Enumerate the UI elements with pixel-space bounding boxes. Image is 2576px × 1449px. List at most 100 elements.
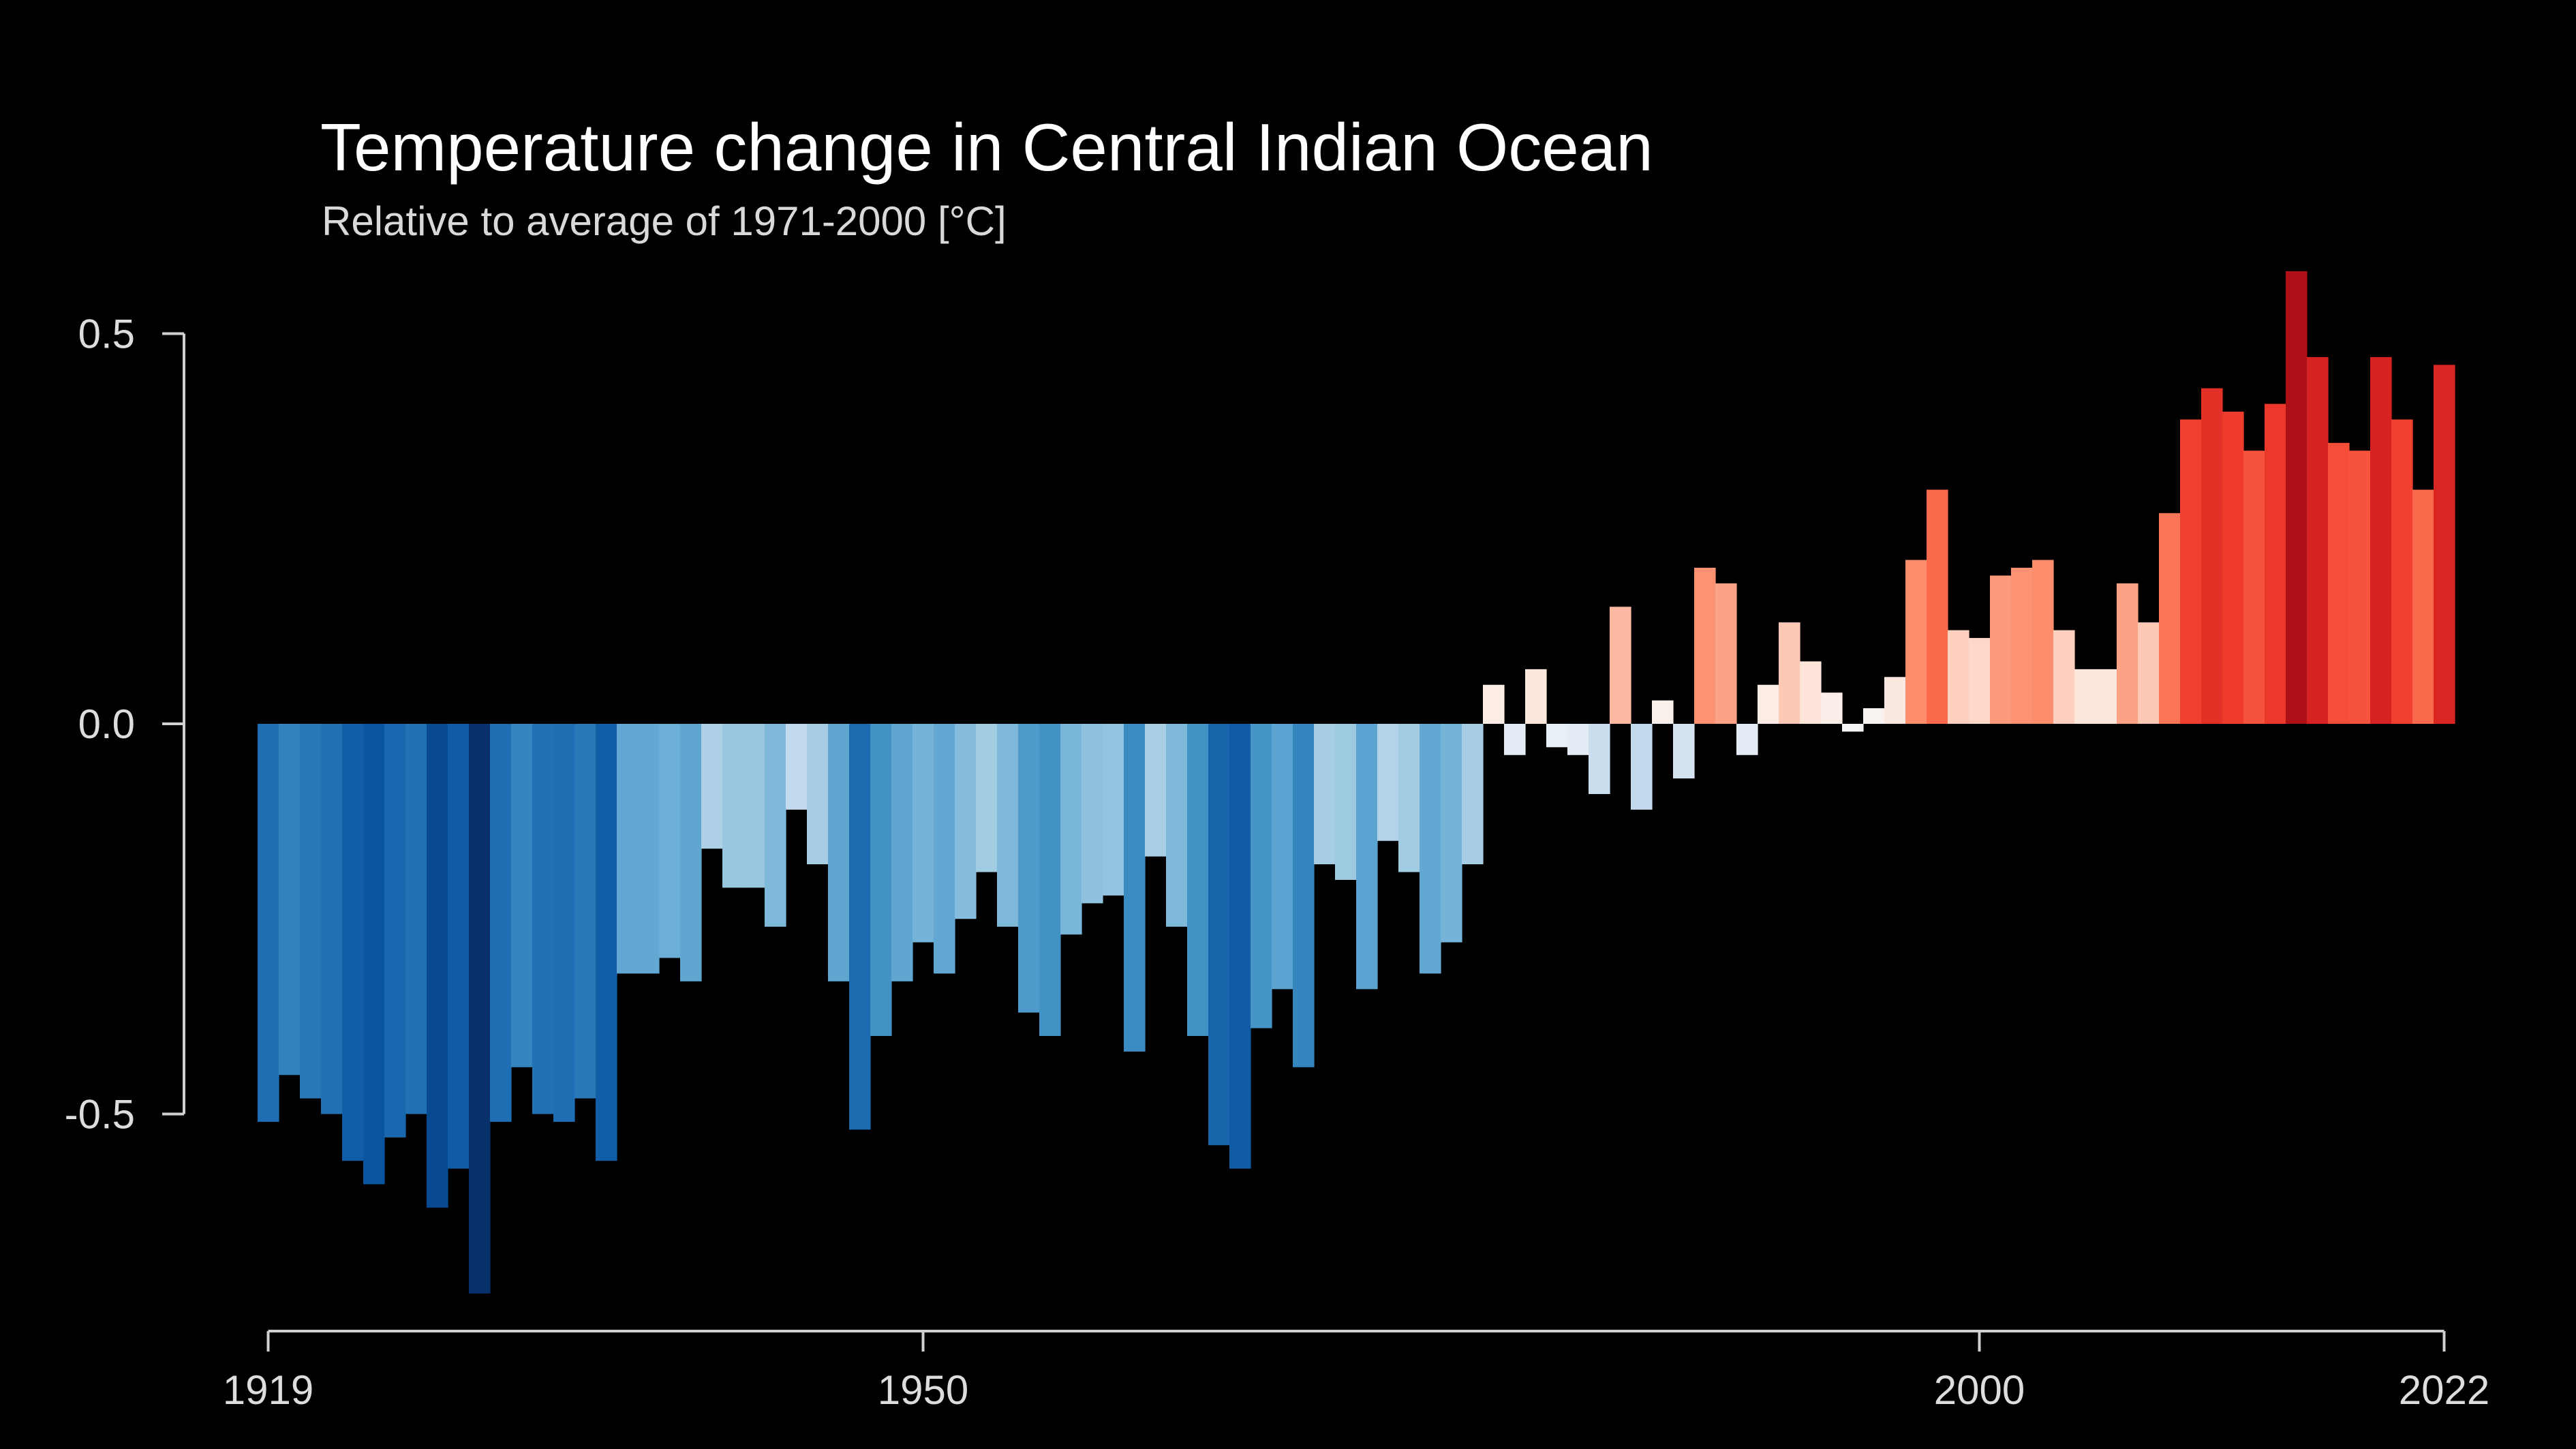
bar-1978 bbox=[1504, 724, 1526, 755]
bar-1924 bbox=[363, 724, 385, 1185]
bar-2019 bbox=[2370, 356, 2392, 724]
bar-2011 bbox=[2201, 388, 2223, 724]
bar-1944 bbox=[786, 724, 808, 810]
y-tick-label: -0.5 bbox=[65, 1092, 135, 1138]
bar-1952 bbox=[955, 724, 977, 919]
bar-2005 bbox=[2074, 669, 2096, 724]
bar-1921 bbox=[300, 724, 322, 1099]
bar-1980 bbox=[1546, 724, 1568, 748]
chart-title: Temperature change in Central Indian Oce… bbox=[320, 110, 1653, 185]
bar-1983 bbox=[1610, 607, 1631, 724]
bar-2017 bbox=[2328, 442, 2350, 724]
bar-1962 bbox=[1166, 724, 1188, 927]
bar-2016 bbox=[2307, 356, 2329, 724]
bar-1975 bbox=[1441, 724, 1462, 943]
bar-1925 bbox=[384, 724, 406, 1138]
bar-1966 bbox=[1251, 724, 1272, 1028]
bar-1984 bbox=[1631, 724, 1653, 810]
bar-1998 bbox=[1927, 489, 1948, 724]
bar-1920 bbox=[279, 724, 301, 1076]
bar-1928 bbox=[448, 724, 470, 1169]
bar-1956 bbox=[1039, 724, 1061, 1036]
bar-1968 bbox=[1293, 724, 1315, 1067]
bar-1974 bbox=[1420, 724, 1441, 974]
bar-1981 bbox=[1567, 724, 1589, 755]
bar-1953 bbox=[976, 724, 998, 872]
bar-1932 bbox=[532, 724, 554, 1114]
bar-1972 bbox=[1377, 724, 1399, 841]
bar-1987 bbox=[1694, 568, 1716, 724]
bar-1934 bbox=[574, 724, 596, 1099]
bar-1948 bbox=[870, 724, 892, 1036]
bar-1922 bbox=[321, 724, 343, 1114]
bar-1985 bbox=[1652, 700, 1674, 724]
bar-1964 bbox=[1208, 724, 1230, 1146]
x-axis: 1919 1950 2000 2022 bbox=[223, 1330, 2489, 1413]
bar-2004 bbox=[2053, 630, 2075, 724]
bar-2021 bbox=[2412, 489, 2434, 724]
bar-1926 bbox=[405, 724, 427, 1114]
bar-1963 bbox=[1187, 724, 1209, 1036]
bar-2009 bbox=[2159, 513, 2181, 724]
bar-2012 bbox=[2222, 412, 2244, 724]
bar-1954 bbox=[997, 724, 1019, 927]
bar-1959 bbox=[1103, 724, 1124, 896]
y-tick-label: 0.5 bbox=[78, 311, 135, 357]
bar-1993 bbox=[1821, 692, 1843, 724]
bar-1960 bbox=[1124, 724, 1146, 1052]
bar-1992 bbox=[1800, 661, 1822, 724]
chart-subtitle: Relative to average of 1971-2000 [°C] bbox=[322, 198, 1007, 244]
bar-1997 bbox=[1905, 560, 1927, 724]
bar-2001 bbox=[1990, 575, 2012, 724]
bar-1977 bbox=[1483, 684, 1505, 724]
bar-2022 bbox=[2434, 365, 2455, 724]
bar-1936 bbox=[617, 724, 639, 974]
bar-1970 bbox=[1335, 724, 1357, 880]
bar-1996 bbox=[1884, 677, 1906, 724]
bar-1982 bbox=[1589, 724, 1610, 795]
bar-1976 bbox=[1462, 724, 1484, 865]
bar-1969 bbox=[1314, 724, 1336, 865]
bar-1989 bbox=[1736, 724, 1758, 755]
x-tick-label: 1950 bbox=[878, 1367, 968, 1413]
bar-1937 bbox=[638, 724, 660, 974]
bar-1923 bbox=[342, 724, 364, 1161]
bar-2014 bbox=[2265, 403, 2286, 724]
y-axis: 0.5 0.0 -0.5 bbox=[65, 311, 185, 1138]
bar-1979 bbox=[1525, 669, 1547, 724]
bars-group bbox=[258, 271, 2455, 1294]
bar-1933 bbox=[553, 724, 575, 1122]
bar-1950 bbox=[913, 724, 934, 943]
x-tick-label: 2000 bbox=[1934, 1367, 2025, 1413]
bar-1930 bbox=[490, 724, 512, 1122]
bar-2003 bbox=[2032, 560, 2054, 724]
bar-1931 bbox=[511, 724, 533, 1067]
bar-1946 bbox=[828, 724, 850, 981]
bar-1943 bbox=[765, 724, 786, 927]
bar-1955 bbox=[1018, 724, 1040, 1013]
bar-1951 bbox=[934, 724, 955, 974]
bar-1988 bbox=[1715, 583, 1737, 724]
bar-1961 bbox=[1145, 724, 1167, 857]
bar-1958 bbox=[1082, 724, 1103, 904]
y-tick-label: 0.0 bbox=[78, 701, 135, 747]
bar-2010 bbox=[2180, 419, 2202, 724]
bar-1990 bbox=[1758, 684, 1779, 724]
x-tick-label: 1919 bbox=[223, 1367, 313, 1413]
bar-1994 bbox=[1842, 724, 1864, 732]
bar-1939 bbox=[680, 724, 702, 981]
bar-1957 bbox=[1060, 724, 1082, 935]
bar-1965 bbox=[1229, 724, 1251, 1169]
bar-1942 bbox=[743, 724, 765, 888]
bar-1973 bbox=[1398, 724, 1420, 872]
bar-1940 bbox=[701, 724, 723, 849]
bar-1999 bbox=[1948, 630, 1969, 724]
bar-2018 bbox=[2349, 451, 2371, 724]
bar-1927 bbox=[427, 724, 448, 1208]
bar-1991 bbox=[1779, 622, 1800, 724]
bar-2020 bbox=[2391, 419, 2413, 724]
bar-1986 bbox=[1673, 724, 1695, 779]
bar-1971 bbox=[1356, 724, 1378, 990]
bar-2008 bbox=[2138, 622, 2160, 724]
